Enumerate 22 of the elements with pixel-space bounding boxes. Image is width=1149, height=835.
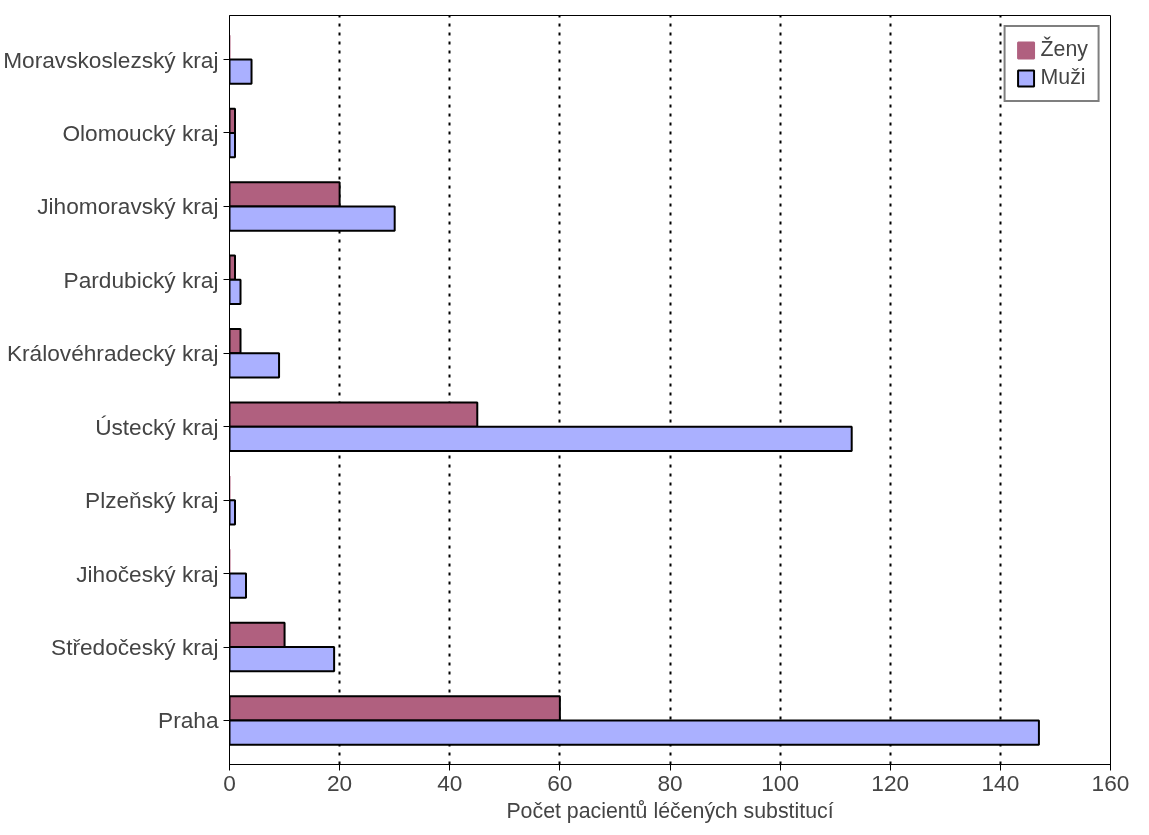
x-tick-label: 60 bbox=[547, 769, 573, 796]
y-tick-label: Jihočeský kraj bbox=[76, 560, 219, 587]
y-tick-label: Pardubický kraj bbox=[63, 266, 219, 293]
x-tick-label: 100 bbox=[761, 769, 800, 796]
y-tick-label: Jihomoravský kraj bbox=[37, 193, 219, 220]
x-tick-label: 140 bbox=[981, 769, 1020, 796]
y-tick-label: Královéhradecký kraj bbox=[6, 340, 219, 367]
x-tick-label: 40 bbox=[437, 769, 463, 796]
x-tick-label: 120 bbox=[871, 769, 910, 796]
legend-label: Ženy bbox=[1040, 37, 1088, 62]
y-tick-label: Plzeňský kraj bbox=[85, 487, 219, 514]
x-tick-label: 80 bbox=[657, 769, 683, 796]
x-tick-label: 20 bbox=[327, 769, 353, 796]
y-tick-label: Ústecký kraj bbox=[95, 413, 219, 440]
y-tick-label: Praha bbox=[158, 707, 219, 734]
x-tick-label: 160 bbox=[1091, 769, 1130, 796]
x-tick-label: 0 bbox=[223, 769, 236, 796]
y-tick-label: Středočeský kraj bbox=[51, 634, 219, 661]
x-axis-title: Počet pacientů léčených substitucí bbox=[506, 798, 834, 823]
y-tick-label: Moravskoslezský kraj bbox=[3, 46, 219, 73]
y-tick-label: Olomoucký kraj bbox=[62, 119, 219, 146]
legend-label: Muži bbox=[1040, 65, 1086, 90]
